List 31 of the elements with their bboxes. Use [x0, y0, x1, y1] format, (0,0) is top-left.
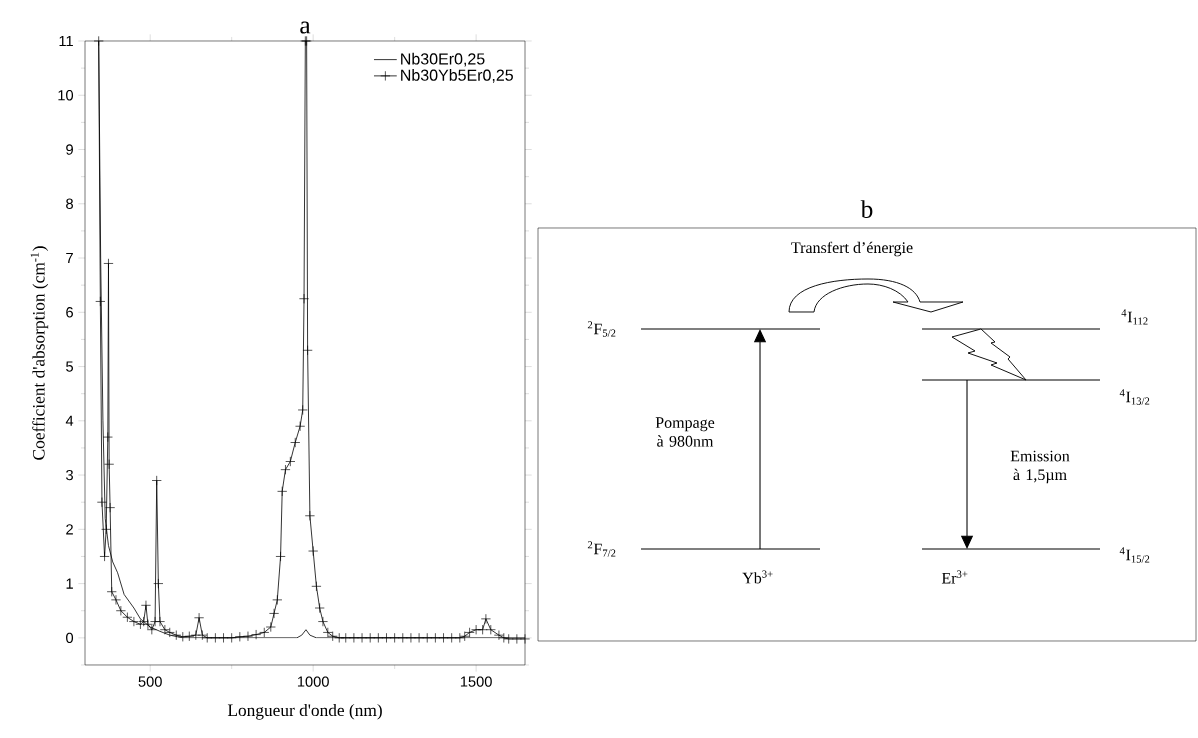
text: Er$^{3+}$	[941, 570, 968, 584]
legend-label: Nb30Er0,25	[401, 52, 485, 67]
y-tick-label: 9	[66, 144, 73, 155]
y-axis-title: Coefficient d'absorption (cm$^{-1}$)	[30, 246, 49, 460]
text: $^{4}$I$_{13/2}$	[1119, 389, 1150, 405]
y-tick-label: 3	[66, 469, 73, 481]
x-axis-title: Longueur d'onde (nm)	[227, 703, 382, 720]
y-tick-label: 6	[66, 307, 73, 318]
y-tick-label: 8	[66, 198, 73, 209]
y-tick-label: 2	[66, 524, 73, 535]
chart-title: a	[300, 21, 311, 34]
y-tick-label: 4	[65, 415, 74, 426]
x-tick-label: 1500	[460, 676, 492, 687]
x-tick-label: 1000	[297, 676, 329, 687]
x-tick-label: 500	[138, 676, 162, 687]
text: $^{4}$I$_{112}$	[1121, 309, 1148, 325]
text: b	[860, 200, 873, 218]
text: $^{4}$I$_{15/2}$	[1119, 547, 1150, 563]
y-tick-label: 1	[66, 578, 73, 589]
y-tick-label: 0	[66, 632, 74, 644]
text: Pompage à 980nm	[655, 417, 715, 447]
y-tick-label: 5	[66, 361, 74, 372]
text: Transfert d’énergie	[791, 241, 913, 257]
y-tick-label: 10	[58, 90, 74, 101]
text: $^{2}$F$_{5/2}$	[587, 321, 616, 337]
text: $^{2}$F$_{7/2}$	[587, 541, 616, 557]
legend-label: Nb30Yb5Er0,25	[401, 69, 513, 83]
text: Emission à 1,5µm	[1010, 450, 1070, 484]
text: Yb$^{3+}$	[742, 570, 773, 584]
y-tick-label: 7	[66, 253, 73, 264]
y-tick-label: 11	[59, 35, 73, 47]
